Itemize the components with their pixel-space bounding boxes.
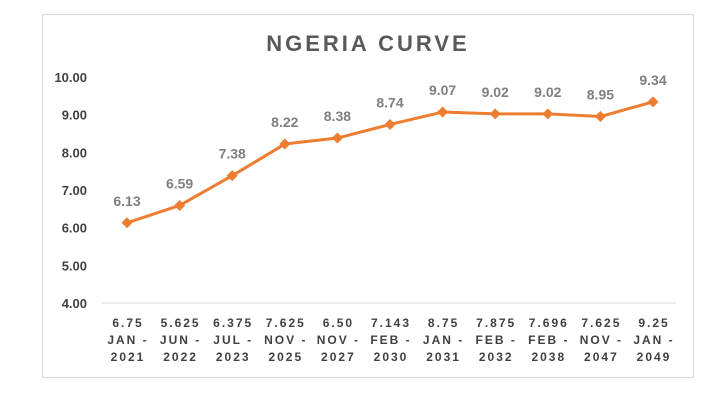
x-tick-label: 9.25 JAN -2049 (633, 316, 674, 364)
y-tick-label: 5.00 (62, 258, 87, 273)
data-point-marker (437, 106, 449, 118)
x-tick-label: 8.75 JAN -2031 (423, 316, 464, 364)
data-label: 9.02 (482, 84, 509, 100)
x-tick-label: 5.625 JUN -2022 (160, 316, 201, 364)
series-line-group (121, 96, 659, 229)
data-labels: 6.13 6.59 7.38 8.22 8.38 8.74 9.07 9.02 9.02 8.95… (113, 72, 666, 209)
x-tick-label: 7.143 FEB -2030 (370, 316, 411, 364)
data-point-marker (594, 111, 606, 123)
data-label: 8.74 (376, 94, 403, 110)
x-tick-label: 6.75 JAN -2021 (107, 316, 148, 364)
data-label: 8.95 (587, 87, 614, 103)
data-label: 8.22 (271, 114, 298, 130)
x-tick-label: 6.375 JUL -2023 (213, 316, 253, 364)
x-tick-label: 7.696 FEB -2038 (528, 316, 569, 364)
data-label: 9.02 (534, 84, 561, 100)
data-point-marker (174, 199, 186, 211)
x-axis: 6.75 JAN -2021 5.625 JUN -2022 6.375 JUL -202… (102, 302, 676, 364)
data-label: 9.07 (429, 82, 456, 98)
chart-frame (42, 14, 694, 378)
y-tick-label: 8.00 (62, 145, 87, 160)
y-tick-label: 6.00 (62, 221, 87, 236)
data-point-marker (384, 118, 396, 130)
x-tick-label: 7.625 NOV -2025 (264, 316, 307, 364)
data-point-marker (647, 96, 659, 108)
data-point-marker (331, 132, 343, 144)
x-tick-label: 7.875 FEB -2032 (476, 316, 517, 364)
y-tick-label: 9.00 (62, 108, 87, 123)
data-point-marker (121, 217, 133, 229)
data-point-marker (226, 170, 238, 182)
data-point-marker (489, 108, 501, 120)
data-label: 8.38 (324, 108, 351, 124)
data-label: 6.59 (166, 175, 193, 191)
data-point-marker (542, 108, 554, 120)
y-tick-label: 10.00 (54, 70, 87, 85)
y-tick-label: 7.00 (62, 183, 87, 198)
x-tick-label: 7.625 NOV -2047 (580, 316, 623, 364)
y-tick-label: 4.00 (62, 296, 87, 311)
data-label: 6.13 (113, 193, 140, 209)
y-axis: 4.00 5.00 6.00 7.00 8.00 9.00 10.00 (54, 70, 87, 311)
data-label: 7.38 (219, 146, 246, 162)
data-point-marker (279, 138, 291, 150)
x-tick-label: 6.50 NOV -2027 (317, 316, 360, 364)
chart-title: NGERIA CURVE (266, 31, 469, 56)
data-label: 9.34 (639, 72, 666, 88)
